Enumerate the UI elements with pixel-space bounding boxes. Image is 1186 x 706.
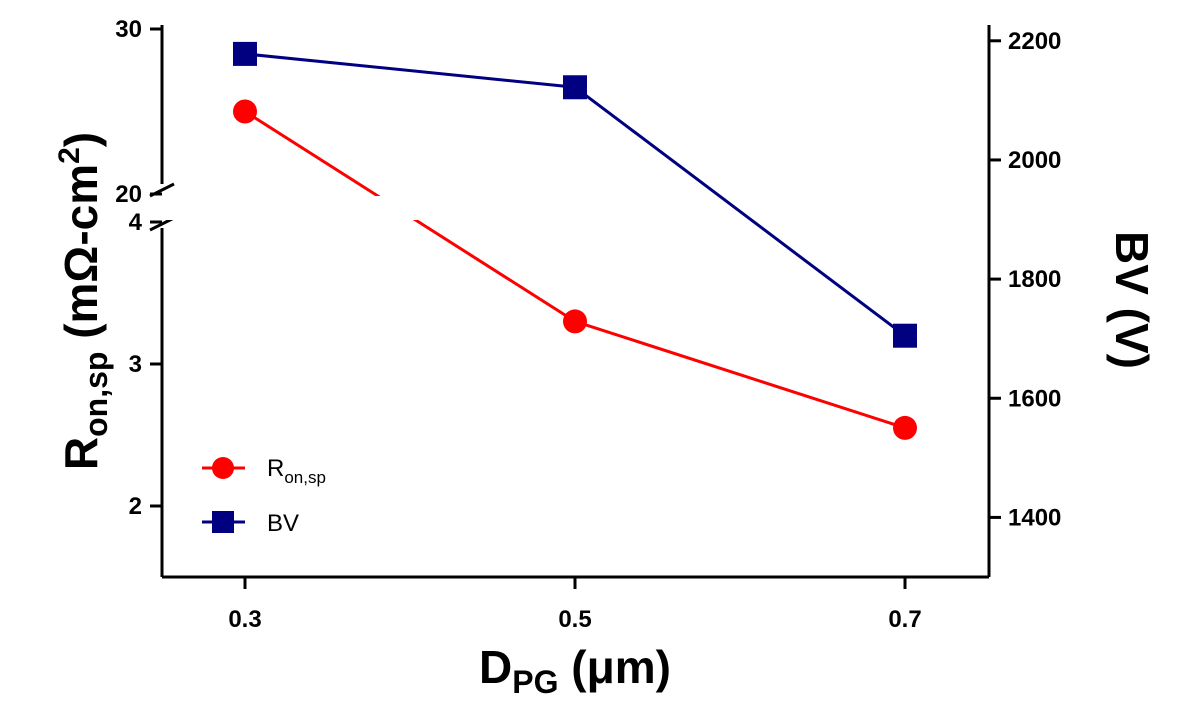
left-y-axis-label-rest: (mΩ-cm xyxy=(55,164,107,352)
x-tick-label: 0.3 xyxy=(228,606,261,633)
x-axis-label: DPG (μm) xyxy=(479,641,671,700)
left-y-tick-label: 20 xyxy=(115,181,142,208)
left-y-tick-label: 3 xyxy=(129,351,142,378)
data-point xyxy=(233,99,257,124)
right-y-tick-label: 1800 xyxy=(1008,266,1061,293)
x-tick-label: 0.5 xyxy=(558,606,591,633)
data-point xyxy=(563,75,587,100)
left-y-axis-label-sup: 2 xyxy=(53,147,86,164)
series-line-segment xyxy=(574,86,906,337)
right-y-tick-label: 2200 xyxy=(1008,28,1061,55)
data-point xyxy=(893,415,917,440)
right-y-axis-label: BV (V) xyxy=(1106,231,1158,369)
right-y-tick-label: 1400 xyxy=(1008,504,1061,531)
right-y-tick-label: 1600 xyxy=(1008,385,1061,412)
x-axis-label-sub: PG xyxy=(512,664,558,700)
axis-break-gap xyxy=(163,196,433,220)
legend-ron-label-main: R xyxy=(267,455,284,482)
series-line-segment xyxy=(244,52,576,89)
data-point xyxy=(233,41,257,66)
legend: Ron,sp BV xyxy=(202,455,326,537)
x-axis-label-main: D xyxy=(479,641,512,693)
right-y-tick-label: 2000 xyxy=(1008,147,1061,174)
left-y-axis-label-main: R xyxy=(55,437,107,470)
x-ticks: 0.3 0.5 0.7 xyxy=(228,577,922,633)
series-ron-sp xyxy=(233,99,917,440)
series-layer xyxy=(163,41,917,440)
series-bv xyxy=(233,41,917,348)
left-y-tick-label: 2 xyxy=(129,493,142,520)
legend-bv-marker xyxy=(212,511,234,533)
left-y-tick-label: 30 xyxy=(115,16,142,43)
axes xyxy=(149,25,991,579)
right-y-ticks: 1400 1600 1800 2000 2200 xyxy=(989,28,1061,531)
legend-ron-label-sub: on,sp xyxy=(284,468,326,487)
x-tick-label: 0.7 xyxy=(888,606,921,633)
left-y-axis-label-close: ) xyxy=(55,132,107,147)
series-line-segment xyxy=(574,319,906,430)
data-point xyxy=(893,323,917,348)
left-y-tick-label: 4 xyxy=(129,209,143,236)
legend-bv-label: BV xyxy=(267,510,299,537)
left-y-ticks: 2 3 420 30 xyxy=(115,16,162,520)
data-point xyxy=(563,309,587,334)
x-axis-label-rest: (μm) xyxy=(559,641,671,693)
legend-ron-marker xyxy=(212,457,234,479)
left-y-axis-label-sub: on,sp xyxy=(78,352,114,437)
left-y-axis-label: Ron,sp (mΩ-cm2) xyxy=(53,132,114,470)
legend-ron-label: Ron,sp xyxy=(267,455,326,487)
